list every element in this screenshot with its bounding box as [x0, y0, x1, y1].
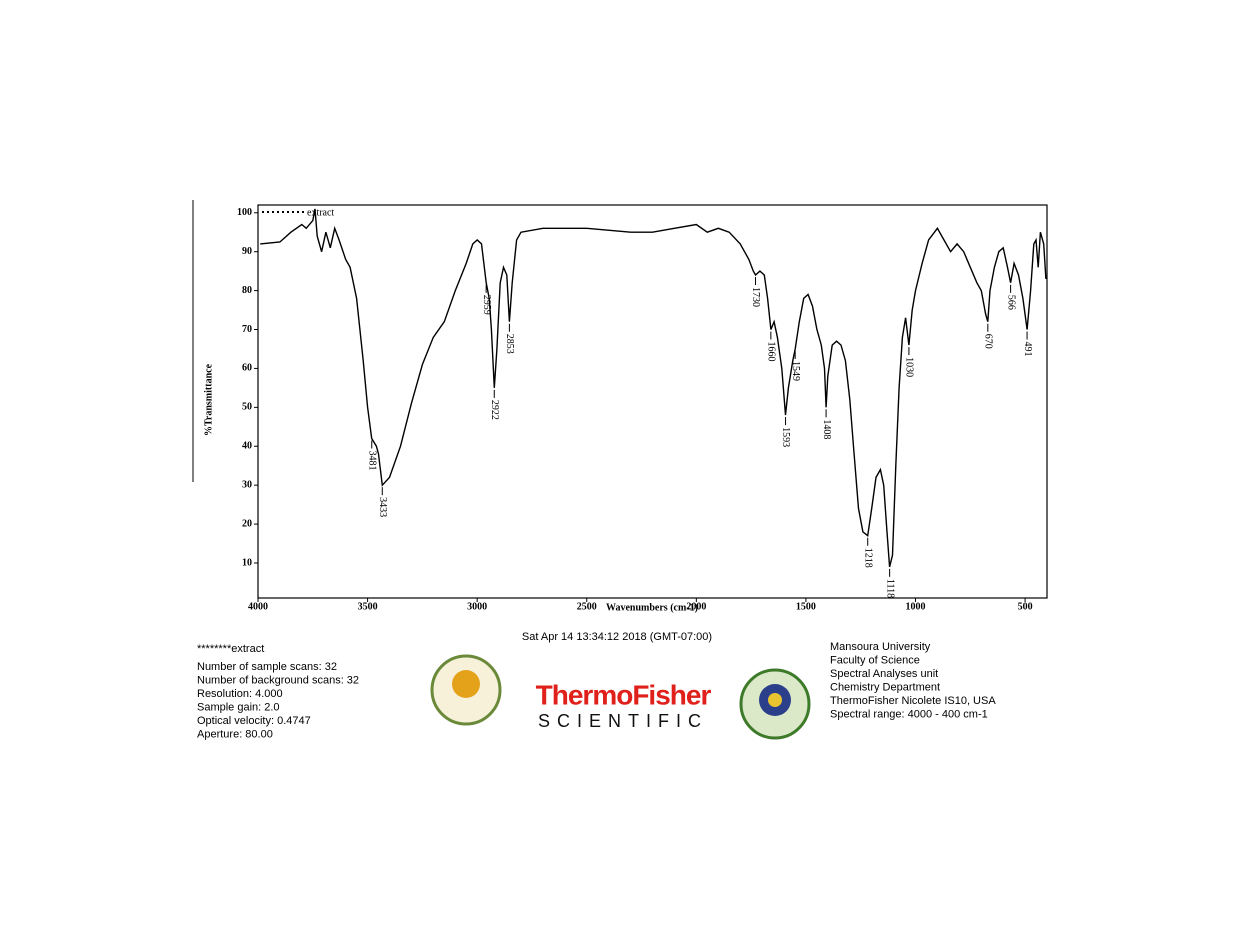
sample-label: ********extract: [197, 643, 264, 655]
lab-line: Mansoura University: [830, 641, 931, 653]
peak-label: 1660: [766, 342, 777, 362]
y-tick-label: 50: [242, 402, 252, 413]
x-tick-label: 3000: [467, 601, 487, 612]
peak-label: 2922: [489, 400, 500, 420]
y-axis-label: %Transmittance: [203, 363, 214, 436]
info-line: Optical velocity: 0.4747: [197, 715, 311, 727]
peak-label: 1593: [780, 427, 791, 447]
peak-label: 2959: [481, 295, 492, 315]
peak-label: 3433: [377, 497, 388, 517]
lab-line: Chemistry Department: [830, 681, 940, 693]
logo-left: [430, 654, 502, 726]
peak-label: 566: [1005, 295, 1016, 310]
peak-label: 1730: [750, 287, 761, 307]
info-line: Aperture: 80.00: [197, 728, 273, 740]
x-tick-label: 2500: [577, 601, 597, 612]
legend-label: extract: [307, 207, 334, 218]
peak-label: 1030: [904, 357, 915, 377]
peak-label: 1118: [884, 579, 895, 598]
info-line: Number of background scans: 32: [197, 674, 359, 686]
peak-label: 491: [1022, 342, 1033, 357]
date: Sat Apr 14 13:34:12 2018 (GMT-07:00): [522, 631, 712, 643]
y-tick-label: 80: [242, 285, 252, 296]
x-axis-label: Wavenumbers (cm-1): [606, 602, 698, 613]
peak-label: 670: [983, 334, 994, 349]
peak-label: 1408: [821, 419, 832, 439]
x-tick-label: 2000: [686, 601, 706, 612]
info-line: Number of sample scans: 32: [197, 661, 337, 673]
spectrum-line: [260, 208, 1047, 568]
y-tick-label: 10: [242, 557, 252, 568]
peak-label: 1549: [790, 361, 801, 381]
x-tick-label: 4000: [248, 601, 268, 612]
x-tick-label: 1500: [796, 601, 816, 612]
lab-line: Spectral Analyses unit: [830, 668, 938, 680]
lab-line: Spectral range: 4000 - 400 cm-1: [830, 708, 988, 720]
y-tick-label: 90: [242, 246, 252, 257]
x-tick-label: 3500: [358, 601, 378, 612]
y-tick-label: 60: [242, 363, 252, 374]
y-tick-label: 40: [242, 441, 252, 452]
peak-label: 2853: [504, 334, 515, 354]
peak-label: 1218: [862, 548, 873, 568]
y-tick-label: 100: [237, 207, 252, 218]
logo-right: [739, 668, 811, 740]
plot-frame: [257, 204, 1048, 599]
y-tick-label: 20: [242, 518, 252, 529]
peak-label: 3481: [366, 450, 377, 470]
lab-line: Faculty of Science: [830, 654, 920, 666]
x-tick-label: 1000: [906, 601, 926, 612]
lab-line: ThermoFisher Nicolete IS10, USA: [830, 695, 996, 707]
y-tick-label: 70: [242, 324, 252, 335]
brand: ThermoFisher: [536, 679, 712, 710]
info-line: Resolution: 4.000: [197, 688, 283, 700]
info-line: Sample gain: 2.0: [197, 701, 280, 713]
y-tick-label: 30: [242, 479, 252, 490]
brand-sub: SCIENTIFIC: [538, 711, 708, 731]
x-tick-label: 500: [1018, 601, 1033, 612]
